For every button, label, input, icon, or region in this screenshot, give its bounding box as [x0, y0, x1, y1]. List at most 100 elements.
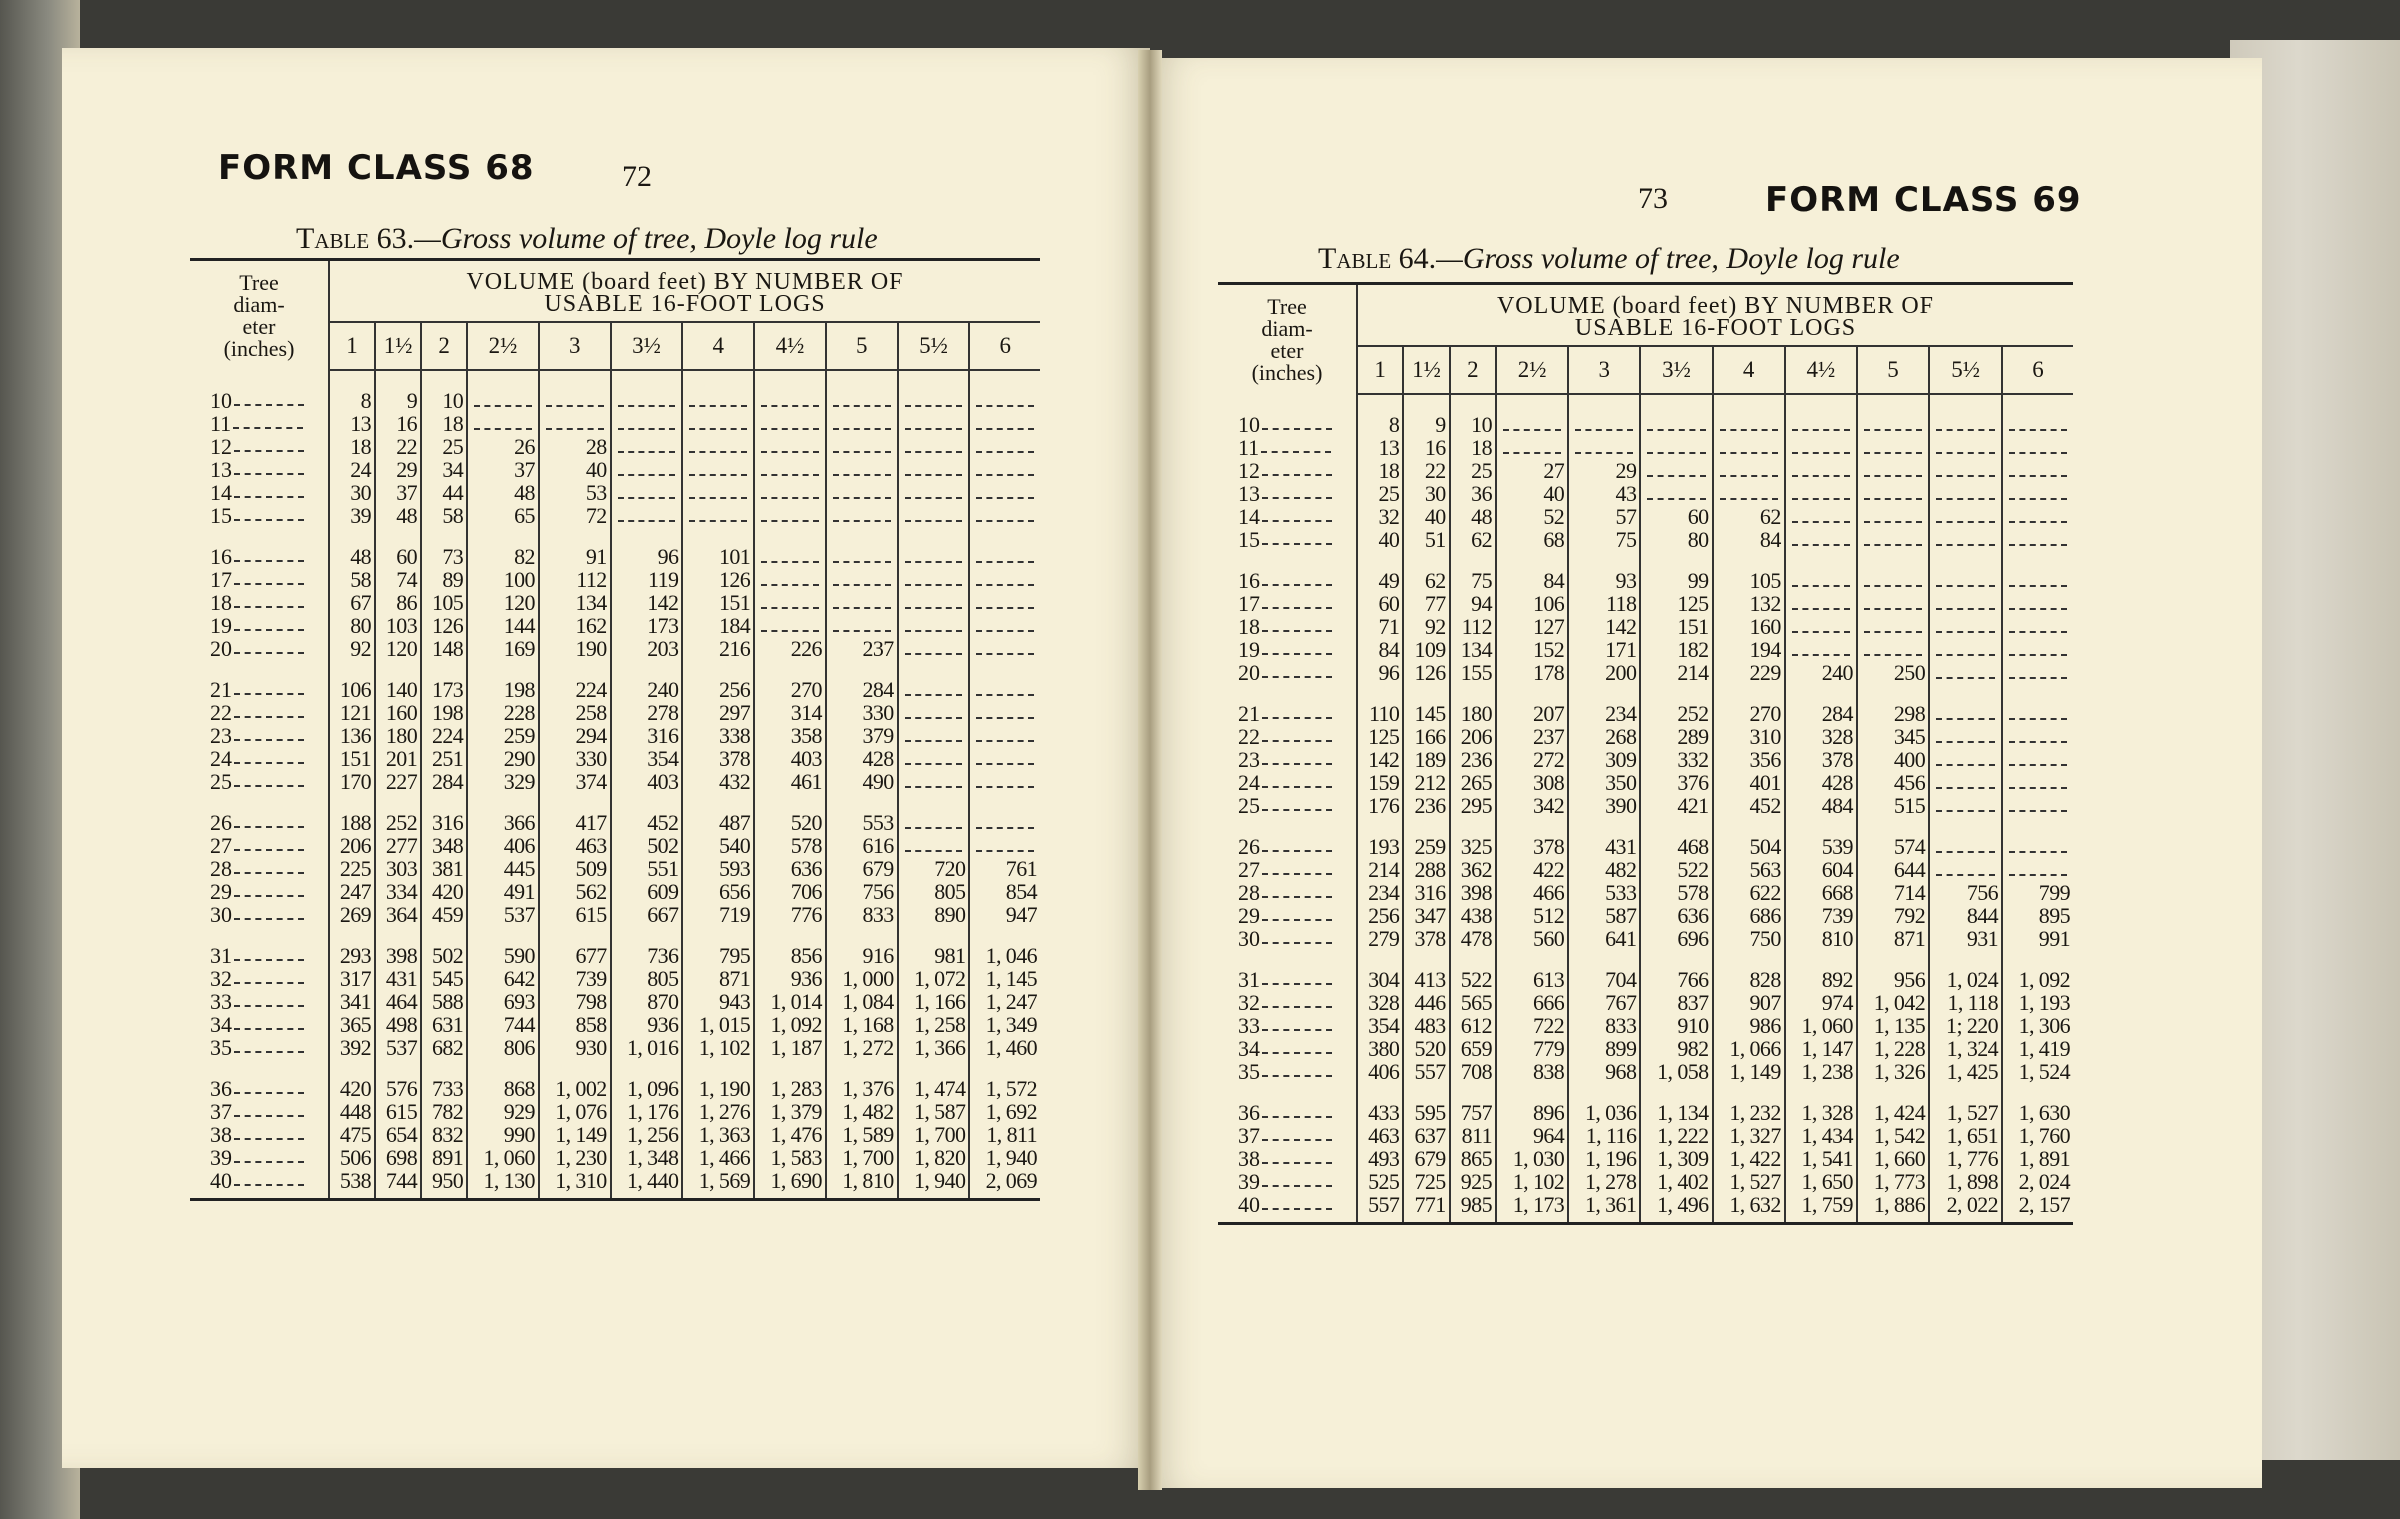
spacer-cell	[467, 527, 540, 545]
volume-cell: 667	[610, 903, 684, 926]
leader-dots	[1262, 1052, 1332, 1054]
volume-cell: 1, 496	[1640, 1193, 1714, 1216]
volume-cell: 733	[421, 1077, 469, 1100]
volume-cell: 25	[1449, 459, 1497, 482]
volume-cell	[897, 481, 971, 504]
volume-cell	[969, 811, 1040, 834]
volume-cell: 9	[1403, 413, 1451, 436]
volume-cell: 224	[538, 678, 612, 701]
volume-cell: 1, 278	[1568, 1170, 1642, 1193]
spacer-cell	[1449, 684, 1497, 702]
volume-cell: 1, 118	[1929, 991, 2004, 1014]
volume-cell: 182	[1640, 638, 1714, 661]
volume-cell: 719	[682, 903, 756, 926]
diameter-value: 35	[1238, 1059, 1260, 1084]
spacer-cell	[897, 1192, 971, 1201]
volume-cell: 1, 651	[1929, 1124, 2004, 1147]
leader-dots	[234, 849, 304, 851]
leader-dots	[1262, 850, 1332, 852]
diameter-cell: 24	[1218, 771, 1358, 794]
volume-cell: 856	[754, 944, 827, 967]
volume-cell: 2, 157	[2018, 1192, 2071, 1217]
spacer-row	[1218, 817, 2073, 835]
spacer-row	[1218, 394, 2073, 413]
volume-cell: 1, 898	[1929, 1170, 2004, 1193]
table-row: 13 24 29 34 37 40	[190, 458, 1040, 481]
volume-cell: 284	[825, 678, 899, 701]
column-header-logs: 1	[1357, 346, 1405, 395]
spacer-cell	[329, 926, 377, 944]
volume-cell: 686	[1712, 904, 1786, 927]
volume-cell: 587	[1568, 904, 1642, 927]
table-row: 34 380 520 659 779 899 982 1, 066 1, 147 1, 228 1,…	[1218, 1037, 2073, 1060]
volume-cell: 985	[1449, 1193, 1497, 1216]
volume-cell: 557	[1403, 1060, 1451, 1083]
running-head-form-class: FORM CLASS 68	[218, 148, 535, 188]
volume-cell: 868	[467, 1077, 540, 1100]
spacer-cell	[754, 1192, 827, 1201]
volume-cell	[897, 545, 971, 568]
volume-cell: 145	[1403, 702, 1451, 725]
volume-cell: 1, 060	[1784, 1014, 1858, 1037]
volume-cell: 431	[1568, 835, 1642, 858]
spacer-cell	[467, 793, 540, 811]
diameter-cell: 23	[1218, 748, 1358, 771]
volume-cell: 74	[375, 568, 423, 591]
table-row: 14 32 40 48 52 57 60 62	[1218, 505, 2073, 528]
volume-cell: 1, 256	[610, 1123, 684, 1146]
volume-cell: 37	[375, 481, 423, 504]
leader-dots	[1262, 1185, 1332, 1187]
volume-cell: 891	[421, 1146, 469, 1169]
volume-cell	[1929, 702, 2004, 725]
volume-cell: 677	[538, 944, 612, 967]
volume-cell: 805	[610, 967, 684, 990]
volume-cell	[825, 481, 899, 504]
volume-cell	[610, 481, 684, 504]
volume-cell: 636	[1640, 904, 1714, 927]
spacer-cell	[1856, 1083, 1931, 1101]
leader-dots	[234, 895, 304, 897]
volume-cell: 1, 092	[2018, 967, 2071, 992]
volume-cell	[1929, 413, 2004, 436]
volume-cell: 379	[825, 724, 899, 747]
leader-dots	[1262, 983, 1332, 985]
diameter-cell: 32	[190, 967, 330, 990]
volume-cell: 1, 348	[610, 1146, 684, 1169]
table-row: 11 13 16 18	[1218, 436, 2073, 459]
volume-cell: 1, 102	[682, 1036, 756, 1059]
volume-cell: 60	[1640, 505, 1714, 528]
volume-cell: 464	[375, 990, 423, 1013]
volume-cell: 1, 402	[1640, 1170, 1714, 1193]
volume-cell: 779	[1495, 1037, 1570, 1060]
volume-cell: 1, 258	[897, 1013, 971, 1036]
volume-cell: 576	[375, 1077, 423, 1100]
spacer-cell	[682, 660, 756, 678]
table-row: 21 106 140 173 198 224 240 256 270 284	[190, 678, 1040, 701]
volume-cell: 833	[825, 903, 899, 926]
spacer-cell	[190, 793, 330, 811]
volume-cell	[1784, 615, 1858, 638]
volume-cell: 1, 196	[1568, 1147, 1642, 1170]
volume-cell: 194	[1712, 638, 1786, 661]
volume-cell: 1, 700	[897, 1123, 971, 1146]
volume-cell	[897, 747, 971, 770]
volume-cell	[2002, 528, 2073, 551]
volume-cell: 693	[467, 990, 540, 1013]
spacer-cell	[1784, 1083, 1858, 1101]
volume-cell: 18	[329, 435, 377, 458]
volume-cell: 34	[421, 458, 469, 481]
diameter-cell: 20	[190, 637, 330, 660]
table-row: 32 317 431 545 642 739 805 871 936 1, 000 1, 072 1,…	[190, 967, 1040, 990]
volume-cell: 1, 692	[985, 1099, 1038, 1124]
diameter-value: 27	[210, 833, 232, 858]
volume-cell: 892	[1784, 968, 1858, 991]
volume-cell: 94	[1449, 592, 1497, 615]
volume-cell	[2002, 725, 2073, 748]
diameter-cell: 25	[1218, 794, 1358, 817]
volume-cell: 545	[421, 967, 469, 990]
volume-cell: 1, 230	[538, 1146, 612, 1169]
volume-cell: 236	[1403, 794, 1451, 817]
table-row: 24 159 212 265 308 350 376 401 428 456	[1218, 771, 2073, 794]
diameter-value: 10	[1238, 412, 1260, 437]
diameter-value: 37	[1238, 1123, 1260, 1148]
